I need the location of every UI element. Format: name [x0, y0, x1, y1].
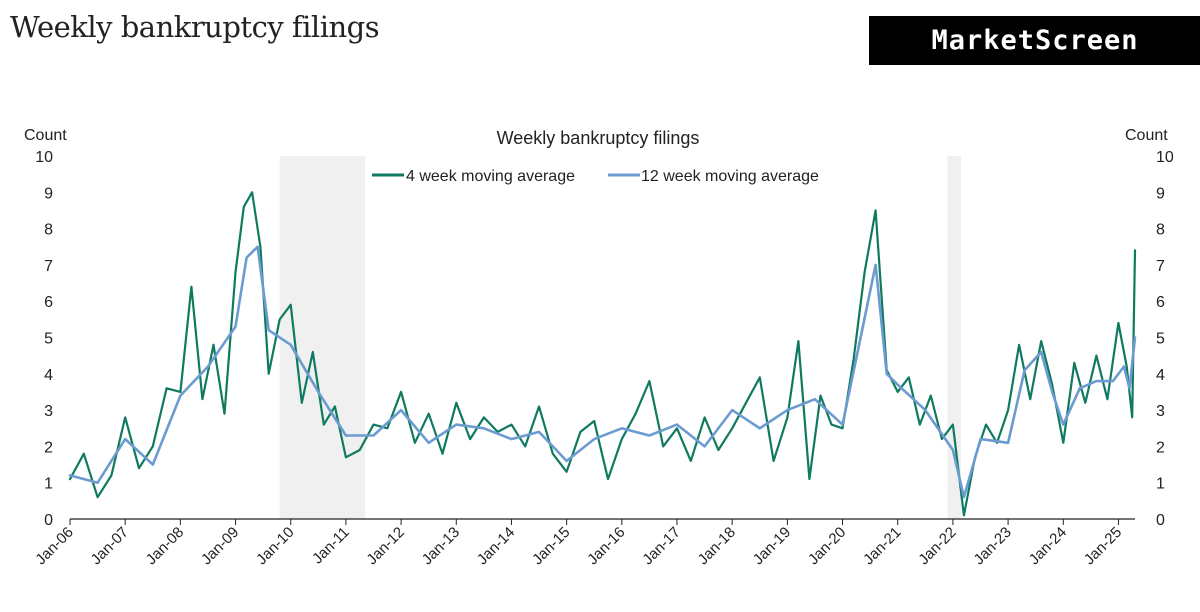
x-tick-label: Jan-12: [363, 524, 407, 568]
x-tick-label: Jan-14: [474, 524, 518, 568]
legend-label-12wk: 12 week moving average: [641, 168, 819, 185]
x-tick-label: Jan-19: [750, 524, 794, 568]
y-tick-label-right: 10: [1156, 149, 1174, 166]
chart-title: Weekly bankruptcy filings: [497, 128, 700, 148]
y-tick-label-left: 7: [44, 258, 53, 275]
y-tick-label-left: 0: [44, 512, 53, 529]
y-tick-label-left: 9: [44, 185, 53, 202]
y-tick-label-right: 9: [1156, 185, 1165, 202]
y-tick-label-left: 1: [44, 476, 53, 493]
y-tick-label-right: 4: [1156, 367, 1165, 384]
x-tick-label: Jan-08: [143, 524, 187, 568]
y-tick-label-left: 3: [44, 403, 53, 420]
x-tick-label: Jan-10: [253, 524, 297, 568]
x-tick-label: Jan-15: [529, 524, 573, 568]
y-tick-label-right: 6: [1156, 294, 1165, 311]
y-tick-label-right: 3: [1156, 403, 1165, 420]
y-tick-label-right: 7: [1156, 258, 1165, 275]
series-lines: [68, 191, 1137, 517]
shaded-period-1: [947, 156, 962, 519]
x-tick-label: Jan-06: [32, 524, 76, 568]
y-tick-label-left: 2: [44, 439, 53, 456]
x-tick-label: Jan-17: [639, 524, 683, 568]
y-axis-label-left: Count: [24, 127, 67, 144]
y-tick-label-left: 5: [44, 331, 53, 348]
page-title: Weekly bankruptcy filings: [10, 10, 380, 44]
x-tick-label: Jan-24: [1026, 524, 1070, 568]
x-tick-label: Jan-07: [88, 524, 132, 568]
y-ticks-right: 0 1 2 3 4 5 6 7 8 9 10: [1156, 149, 1174, 529]
x-tick-label: Jan-09: [198, 524, 242, 568]
x-tick-label: Jan-21: [860, 524, 904, 568]
x-tick-label: Jan-11: [309, 524, 353, 568]
series-line-4wk: [68, 191, 1137, 517]
y-tick-label-left: 10: [35, 149, 53, 166]
y-tick-label-left: 8: [44, 222, 53, 239]
y-tick-label-right: 2: [1156, 439, 1165, 456]
x-tick-label: Jan-20: [805, 524, 849, 568]
x-tick-label: Jan-16: [584, 524, 628, 568]
shaded-period-0: [279, 156, 366, 519]
x-tick-label: Jan-18: [695, 524, 739, 568]
legend: 4 week moving average 12 week moving ave…: [372, 168, 819, 185]
shaded-periods: [279, 156, 962, 519]
y-ticks-left: 0 1 2 3 4 5 6 7 8 9 10: [35, 149, 53, 529]
x-tick-label: Jan-13: [419, 524, 463, 568]
x-tick-label: Jan-25: [1081, 524, 1125, 568]
legend-label-4wk: 4 week moving average: [406, 168, 575, 185]
y-tick-label-right: 0: [1156, 512, 1165, 529]
y-tick-label-right: 5: [1156, 331, 1165, 348]
y-tick-label-right: 1: [1156, 476, 1165, 493]
x-tick-label: Jan-22: [915, 524, 959, 568]
series-line-12wk: [68, 245, 1137, 499]
y-axis-label-right: Count: [1125, 127, 1168, 144]
brand-logo: MarketScreen: [869, 16, 1200, 65]
y-tick-label-left: 6: [44, 294, 53, 311]
y-tick-label-right: 8: [1156, 222, 1165, 239]
y-tick-label-left: 4: [44, 367, 53, 384]
x-tick-label: Jan-23: [970, 524, 1014, 568]
x-axis: Jan-06 Jan-07 Jan-08 Jan-09 Jan-10 Jan-11 Jan-…: [32, 518, 1135, 568]
